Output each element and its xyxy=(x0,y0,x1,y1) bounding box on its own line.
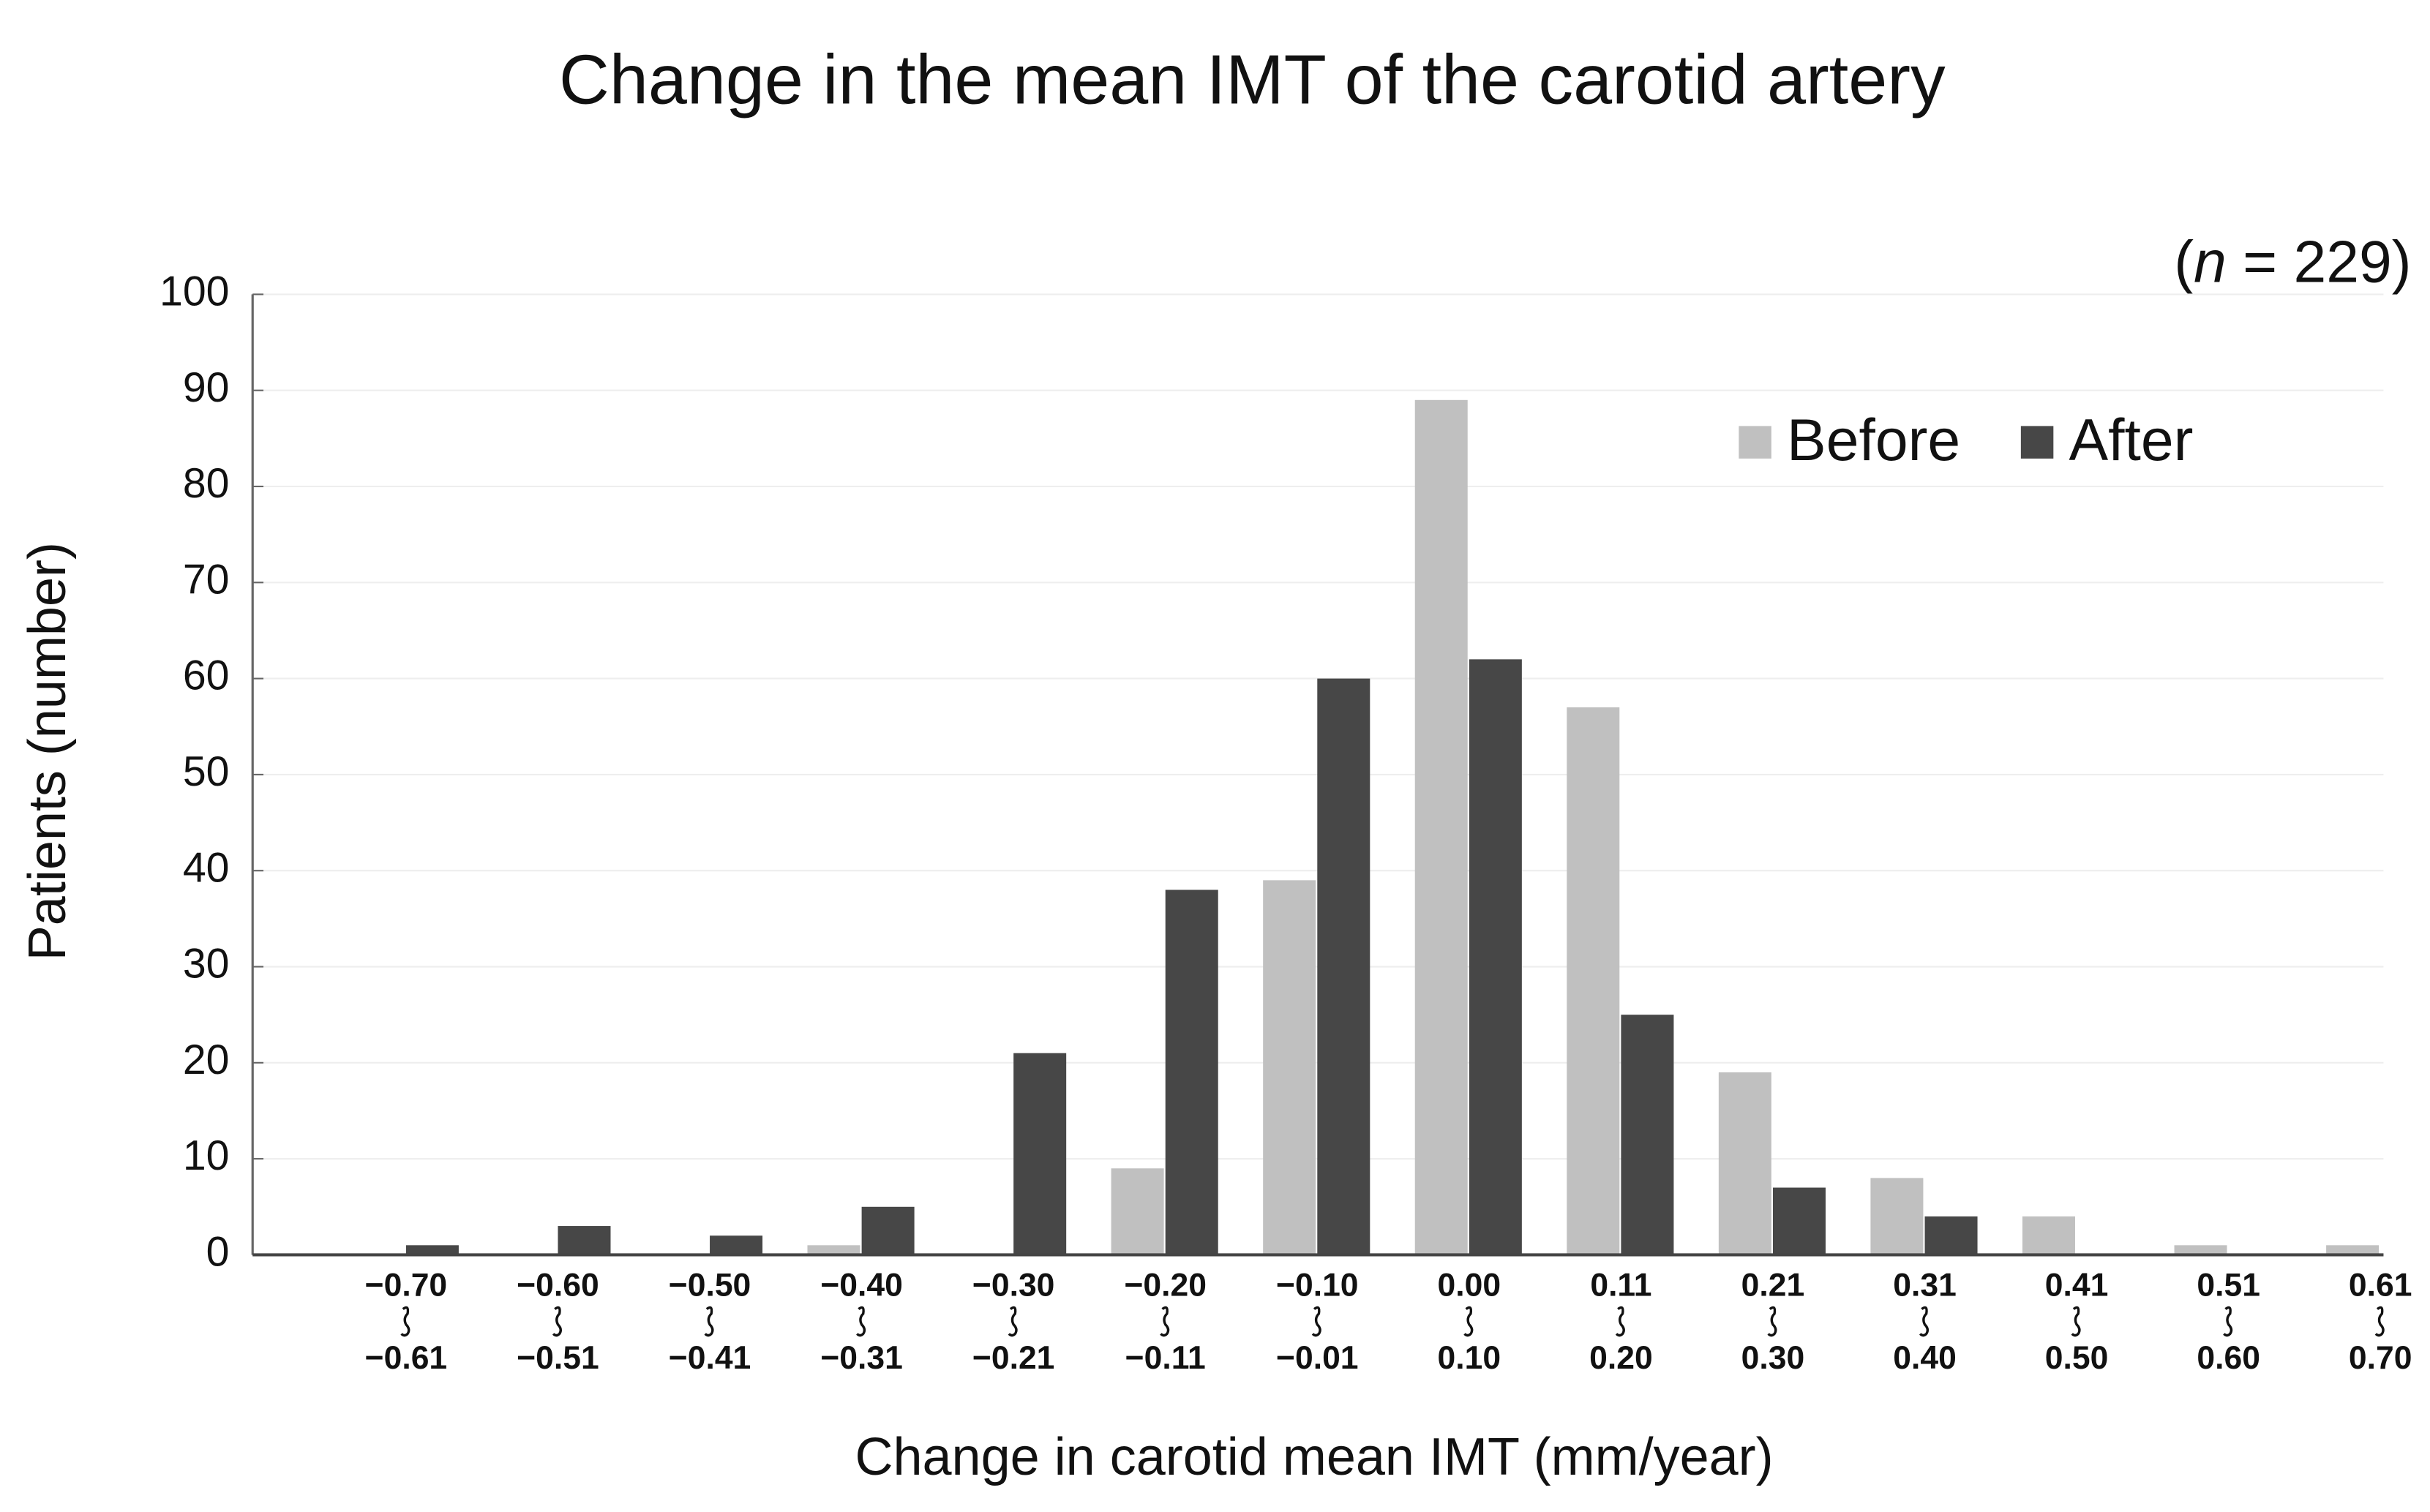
range-symbol xyxy=(2071,1306,2081,1337)
x-tick-label: −0.11 xyxy=(1125,1340,1206,1376)
range-symbol xyxy=(2223,1306,2233,1337)
x-tick-label: 0.31 xyxy=(1893,1268,1957,1304)
bar xyxy=(405,1245,459,1255)
y-tick-label: 40 xyxy=(183,844,230,891)
x-tick-label: −0.30 xyxy=(972,1268,1055,1304)
y-tick-label: 60 xyxy=(183,652,230,699)
y-tick-label: 30 xyxy=(183,941,230,988)
legend-label: After xyxy=(2069,407,2194,473)
x-tick-label: −0.50 xyxy=(669,1268,751,1304)
y-tick-label: 10 xyxy=(183,1132,230,1179)
x-tick-label: 0.11 xyxy=(1590,1268,1651,1304)
x-tick-label: −0.21 xyxy=(972,1340,1055,1376)
annotation-part: ( xyxy=(2174,230,2194,296)
range-symbol xyxy=(1919,1306,1930,1337)
bar xyxy=(1111,1168,1164,1255)
range-symbol xyxy=(856,1306,866,1337)
bar xyxy=(558,1226,611,1255)
bar xyxy=(1567,707,1620,1255)
x-tick-label: −0.01 xyxy=(1276,1340,1359,1376)
bar xyxy=(861,1206,915,1255)
bar xyxy=(1469,659,1522,1255)
x-axis-label: Change in carotid mean IMT (mm/year) xyxy=(855,1428,1773,1486)
x-tick-label: −0.70 xyxy=(365,1268,448,1304)
x-tick-label: 0.10 xyxy=(1438,1340,1501,1376)
bar xyxy=(1621,1015,1674,1255)
bar xyxy=(1718,1072,1771,1255)
chart-title: Change in the mean IMT of the carotid ar… xyxy=(559,42,1946,119)
x-tick-label: 0.61 xyxy=(2349,1268,2412,1304)
y-axis-label: Patients (number) xyxy=(18,542,77,960)
x-tick-label: 0.70 xyxy=(2349,1340,2412,1376)
bar xyxy=(1414,399,1468,1255)
bar xyxy=(1924,1216,1978,1255)
x-tick-label: −0.20 xyxy=(1124,1268,1207,1304)
bar xyxy=(2174,1245,2227,1255)
annotation-part: n xyxy=(2194,230,2227,296)
legend-label: Before xyxy=(1787,407,1960,473)
bar xyxy=(807,1245,860,1255)
y-tick-label: 100 xyxy=(160,268,229,315)
x-tick-label: −0.40 xyxy=(820,1268,903,1304)
legend-swatch xyxy=(2020,426,2054,459)
sample-size: (n = 229) xyxy=(2174,230,2411,296)
bar xyxy=(710,1235,763,1255)
legend-swatch xyxy=(1739,426,1771,459)
y-tick-label: 20 xyxy=(183,1037,230,1083)
x-tick-label: 0.51 xyxy=(2197,1268,2260,1304)
y-tick-label: 90 xyxy=(183,364,230,411)
bar xyxy=(1870,1178,1924,1255)
bar xyxy=(1165,889,1218,1255)
x-tick-label: −0.31 xyxy=(820,1340,903,1376)
bar xyxy=(2022,1216,2075,1255)
x-tick-label: −0.61 xyxy=(365,1340,448,1376)
x-tick-label: 0.00 xyxy=(1438,1268,1501,1304)
x-tick-label: 0.50 xyxy=(2045,1340,2109,1376)
bar xyxy=(1263,880,1316,1255)
y-tick-label: 50 xyxy=(183,748,230,795)
range-symbol xyxy=(1311,1306,1321,1337)
bar xyxy=(1013,1053,1067,1255)
y-tick-label: 0 xyxy=(206,1229,230,1276)
x-tick-label: −0.10 xyxy=(1276,1268,1359,1304)
x-tick-label: 0.60 xyxy=(2197,1340,2260,1376)
range-symbol xyxy=(2374,1306,2385,1337)
x-tick-label: 0.40 xyxy=(1893,1340,1957,1376)
x-tick-label: 0.21 xyxy=(1741,1268,1805,1304)
bar xyxy=(1317,678,1370,1255)
range-symbol xyxy=(1008,1306,1018,1337)
x-tick-label: −0.60 xyxy=(517,1268,599,1304)
range-symbol xyxy=(1463,1306,1474,1337)
x-tick-label: 0.30 xyxy=(1741,1340,1805,1376)
range-symbol xyxy=(1615,1306,1625,1337)
range-symbol xyxy=(1160,1306,1170,1337)
bar xyxy=(2326,1245,2380,1255)
x-tick-label: −0.41 xyxy=(669,1340,751,1376)
x-tick-label: 0.20 xyxy=(1589,1340,1653,1376)
range-symbol xyxy=(552,1306,562,1337)
y-tick-label: 80 xyxy=(183,460,230,507)
annotation-part: = 229) xyxy=(2227,230,2412,296)
x-tick-label: −0.51 xyxy=(517,1340,599,1376)
y-tick-label: 70 xyxy=(183,556,230,603)
range-symbol xyxy=(1767,1306,1777,1337)
bar xyxy=(1772,1187,1826,1255)
range-symbol xyxy=(400,1306,410,1337)
x-tick-label: 0.41 xyxy=(2045,1268,2109,1304)
range-symbol xyxy=(704,1306,714,1337)
